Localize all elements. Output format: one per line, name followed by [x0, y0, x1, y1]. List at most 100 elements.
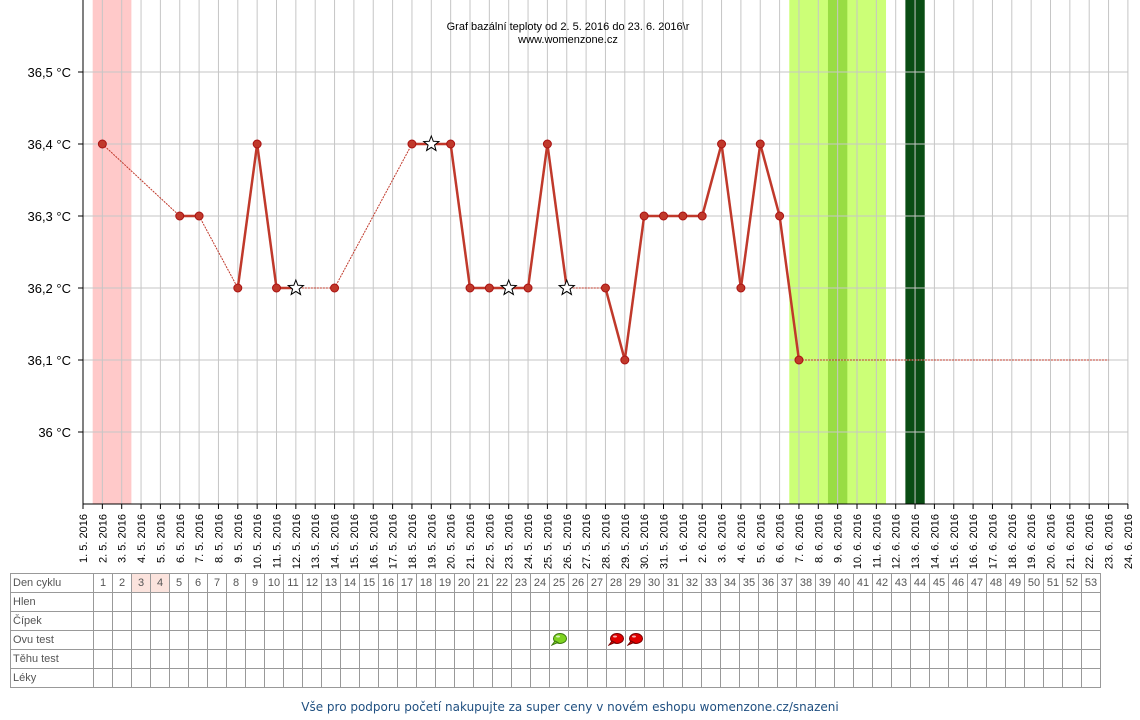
- table-cell: [872, 649, 892, 669]
- cycle-day-cell: 42: [872, 573, 892, 593]
- x-tick-label: 14. 5. 2016: [330, 514, 342, 569]
- table-cell: [511, 649, 531, 669]
- table-cell: [777, 611, 797, 631]
- table-cell: [720, 592, 740, 612]
- table-cell: [910, 611, 930, 631]
- x-tick-label: 23. 6. 2016: [1104, 514, 1116, 569]
- table-cell: [302, 592, 322, 612]
- cycle-day-cell: 10: [264, 573, 284, 593]
- table-cell: [777, 668, 797, 688]
- table-cell: [663, 668, 683, 688]
- table-cell: [416, 649, 436, 669]
- x-tick-label: 26. 5. 2016: [562, 514, 574, 569]
- table-cell: [739, 611, 759, 631]
- row-label: Ovu test: [10, 630, 94, 650]
- table-cell: [549, 611, 569, 631]
- footer-shop-link[interactable]: Vše pro podporu početí nakupujte za supe…: [301, 700, 839, 714]
- star-marker-icon: [422, 134, 441, 152]
- table-cell: [1005, 611, 1025, 631]
- cycle-day-cell: 33: [701, 573, 721, 593]
- table-cell: [302, 649, 322, 669]
- table-cell: [1043, 611, 1063, 631]
- temperature-line: [255, 143, 278, 289]
- table-cell: [188, 630, 208, 650]
- table-cell: [891, 611, 911, 631]
- cycle-day-cell: 3: [131, 573, 151, 593]
- table-cell: [378, 611, 398, 631]
- x-tick-label: 12. 5. 2016: [291, 514, 303, 569]
- temperature-point: [678, 211, 688, 221]
- table-cell: [245, 649, 265, 669]
- table-cell: [929, 592, 949, 612]
- x-tick-label: 13. 6. 2016: [910, 514, 922, 569]
- table-cell: [245, 592, 265, 612]
- table-cell: [948, 630, 968, 650]
- table-cell: [530, 592, 550, 612]
- x-tick-label: 2. 5. 2016: [97, 514, 109, 563]
- table-cell: [397, 592, 417, 612]
- x-tick-label: 31. 5. 2016: [659, 514, 671, 569]
- table-cell: [359, 668, 379, 688]
- table-cell: [625, 592, 645, 612]
- table-cell: [226, 592, 246, 612]
- table-cell: [530, 649, 550, 669]
- x-tick-label: 5. 5. 2016: [155, 514, 167, 563]
- x-tick-label: 17. 6. 2016: [987, 514, 999, 569]
- table-cell: [207, 630, 227, 650]
- table-cell: [435, 668, 455, 688]
- x-tick-label: 22. 6. 2016: [1084, 514, 1096, 569]
- table-cell: [473, 630, 493, 650]
- table-cell: [701, 649, 721, 669]
- table-cell: [739, 592, 759, 612]
- table-cell: [511, 668, 531, 688]
- x-tick-label: 15. 5. 2016: [349, 514, 361, 569]
- table-cell: [720, 611, 740, 631]
- table-cell: [1062, 668, 1082, 688]
- table-cell: [891, 649, 911, 669]
- table-cell: [245, 611, 265, 631]
- chart-subtitle: www.womenzone.cz: [517, 34, 618, 46]
- table-cell: [587, 668, 607, 688]
- table-cell: [492, 668, 512, 688]
- table-cell: [188, 668, 208, 688]
- table-cell: [473, 668, 493, 688]
- table-cell: [720, 630, 740, 650]
- table-cell: [986, 668, 1006, 688]
- x-tick-label: 10. 5. 2016: [252, 514, 264, 569]
- cycle-day-cell: 16: [378, 573, 398, 593]
- table-cell: [606, 611, 626, 631]
- cycle-day-cell: 30: [644, 573, 664, 593]
- temperature-line: [623, 215, 646, 361]
- x-tick-label: 16. 6. 2016: [968, 514, 980, 569]
- table-cell: [758, 630, 778, 650]
- temperature-point: [97, 139, 107, 149]
- table-cell: [264, 592, 284, 612]
- table-cell: [340, 668, 360, 688]
- table-cell: [1043, 668, 1063, 688]
- x-tick-label: 25. 5. 2016: [542, 514, 554, 569]
- cycle-day-cell: 22: [492, 573, 512, 593]
- table-cell: [872, 611, 892, 631]
- table-cell: [549, 592, 569, 612]
- table-cell: [264, 668, 284, 688]
- x-tick-label: 7. 6. 2016: [794, 514, 806, 563]
- table-cell: [416, 630, 436, 650]
- temperature-point: [252, 139, 262, 149]
- table-cell: [682, 592, 702, 612]
- table-cell: [492, 611, 512, 631]
- table-cell: [435, 630, 455, 650]
- cycle-day-cell: 47: [967, 573, 987, 593]
- table-row: Hlen: [10, 592, 1101, 612]
- x-tick-label: 29. 5. 2016: [620, 514, 632, 569]
- temperature-line: [334, 143, 413, 289]
- table-cell: [378, 649, 398, 669]
- x-tick-label: 7. 5. 2016: [194, 514, 206, 563]
- temperature-line: [236, 143, 259, 289]
- table-cell: [568, 611, 588, 631]
- table-cell: [834, 649, 854, 669]
- table-cell: [283, 611, 303, 631]
- temperature-point: [620, 355, 630, 365]
- table-cell: [701, 592, 721, 612]
- table-cell: [492, 649, 512, 669]
- table-cell: [872, 592, 892, 612]
